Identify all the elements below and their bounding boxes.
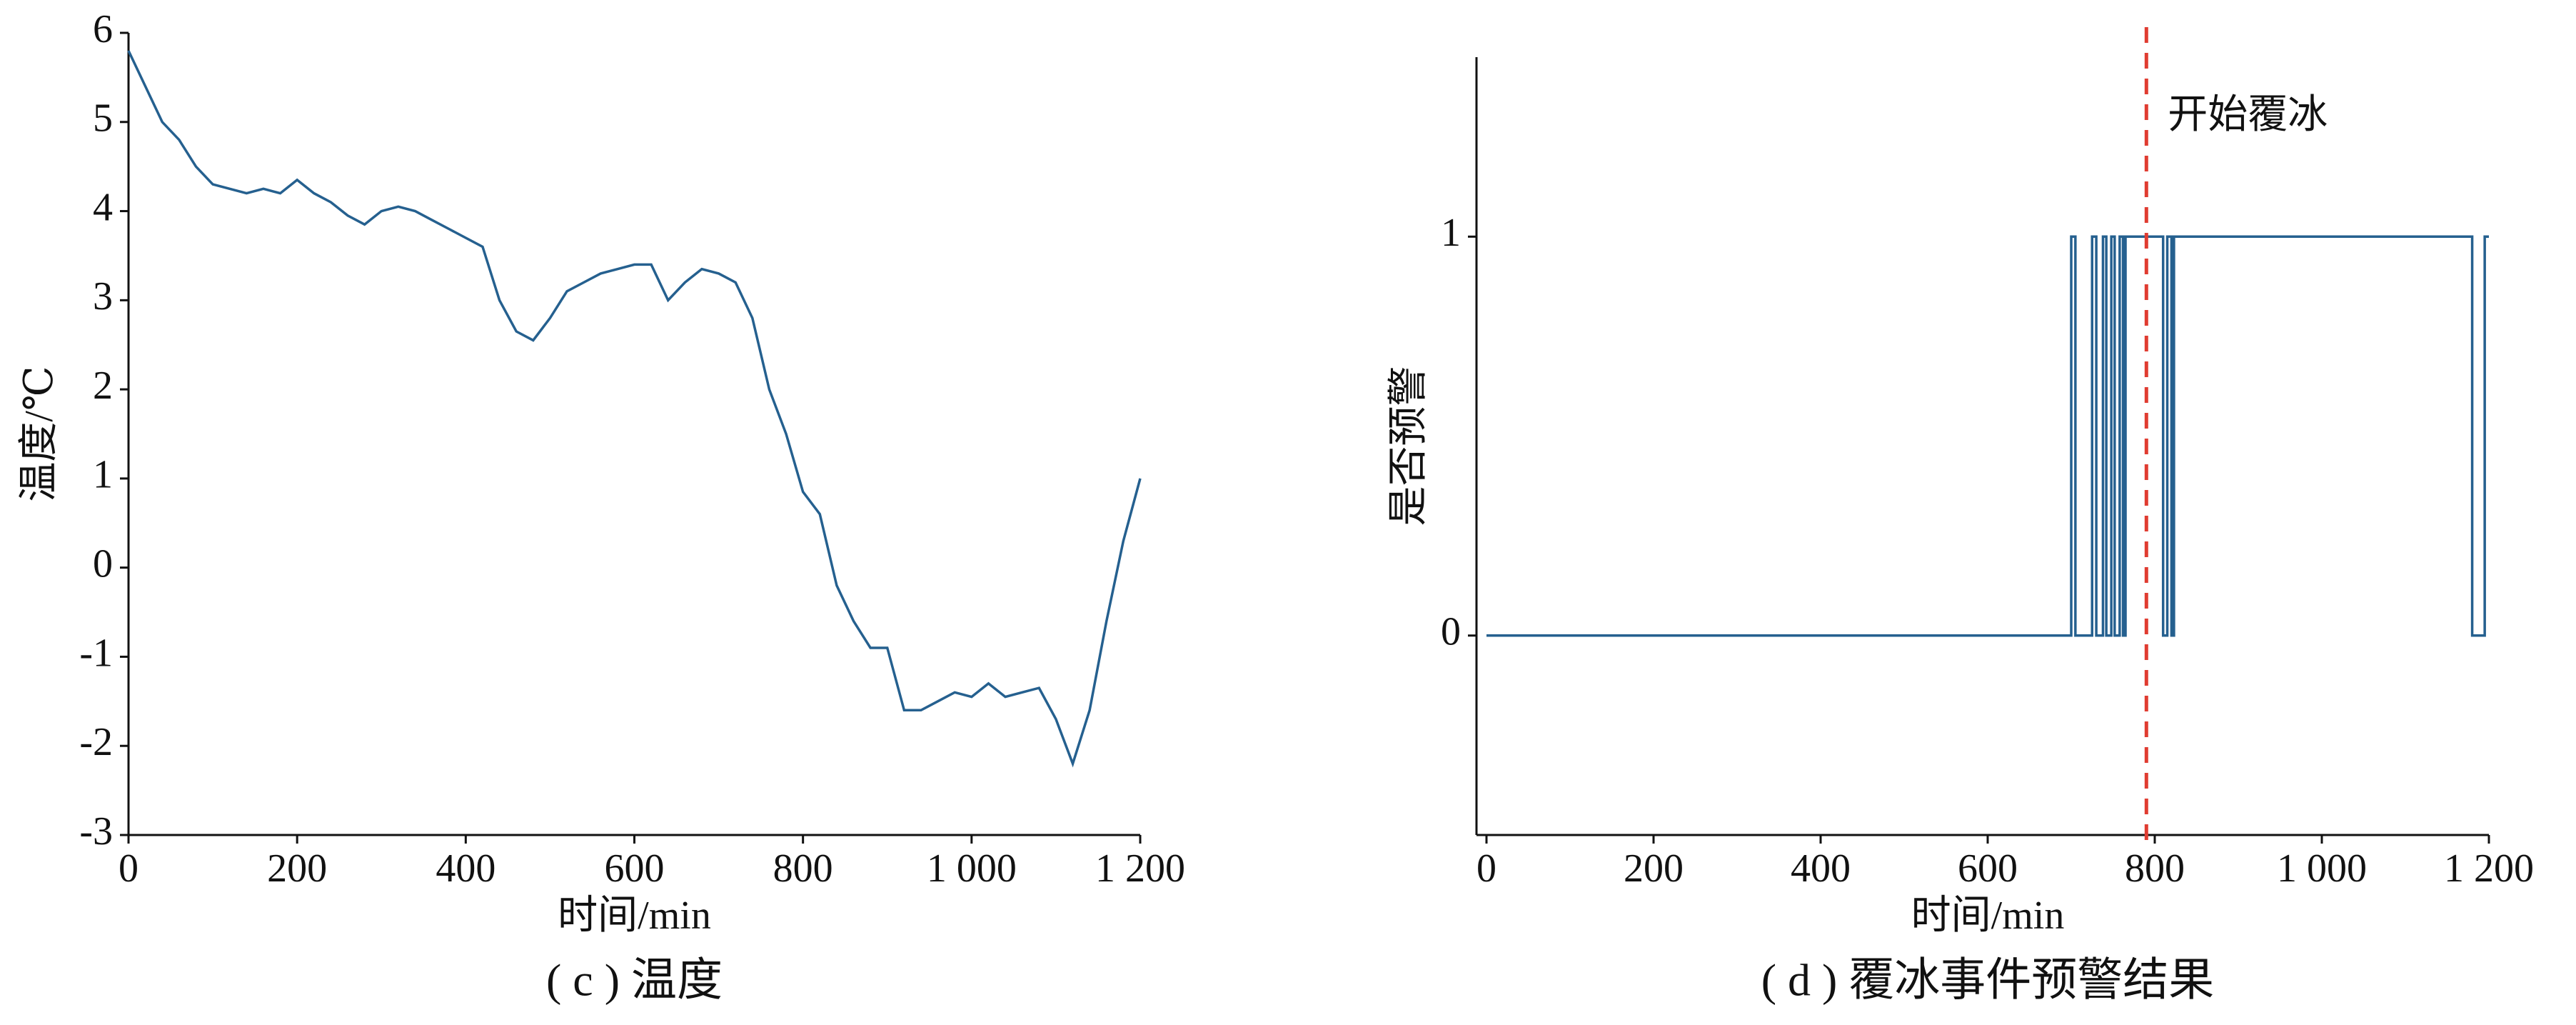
x-tick-label: 1 000 [2277, 846, 2367, 891]
line [1486, 235, 2489, 637]
caption: ( c ) 温度 [546, 955, 723, 1006]
annotation-label: 开始覆冰 [2168, 93, 2328, 137]
x-tick-label: 800 [773, 846, 833, 891]
x-tick-label: 200 [267, 846, 327, 891]
x-tick-label: 600 [605, 846, 665, 891]
caption: ( d ) 覆冰事件预警结果 [1761, 955, 2215, 1006]
x-tick-label: 0 [1476, 846, 1496, 891]
y-tick-label: 5 [93, 96, 113, 141]
y-tick-label: -2 [79, 720, 113, 764]
y-tick-label: 1 [1441, 211, 1461, 255]
x-tick-label: 600 [1958, 846, 2018, 891]
y-tick-label: 2 [93, 364, 113, 408]
y-tick-label: 6 [93, 7, 113, 51]
x-tick-label: 200 [1624, 846, 1684, 891]
line [127, 50, 1142, 768]
x-tick-label: 1 000 [927, 846, 1017, 891]
x-tick-label: 1 200 [1095, 846, 1185, 891]
x-tick-label: 800 [2125, 846, 2185, 891]
x-tick-label: 400 [1791, 846, 1851, 891]
x-tick-label: 400 [436, 846, 495, 891]
x-tick-label: 0 [119, 846, 139, 891]
x-tick-label: 1 200 [2444, 846, 2534, 891]
y-tick-label: -3 [79, 809, 113, 854]
y-tick-label: 0 [1441, 610, 1461, 654]
x-axis-label: 时间/min [1911, 894, 2065, 938]
y-tick-label: 3 [93, 274, 113, 319]
y-tick-label: 1 [93, 453, 113, 497]
y-tick-label: 4 [93, 185, 113, 229]
y-tick-label: -1 [79, 631, 113, 675]
y-axis-label: 温度/℃ [17, 366, 61, 501]
x-axis-label: 时间/min [558, 894, 711, 938]
y-axis-label: 是否预警 [1387, 366, 1431, 526]
y-tick-label: 0 [93, 542, 113, 586]
